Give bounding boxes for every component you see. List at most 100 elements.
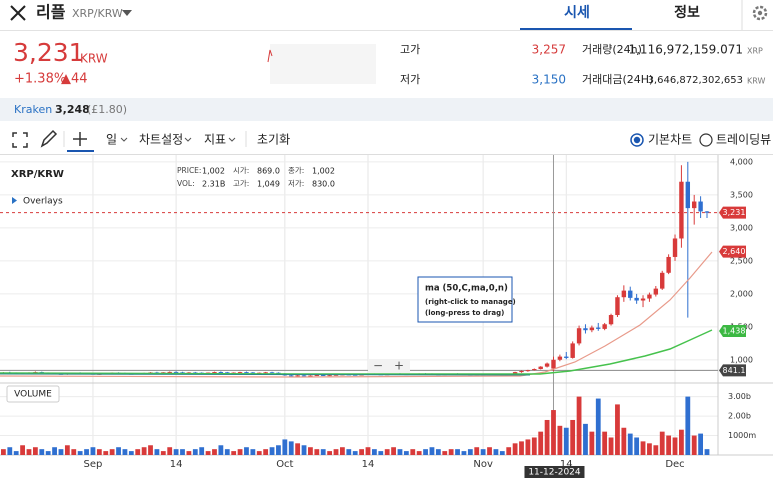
candle-body	[301, 375, 307, 377]
zoom-in[interactable]: +	[394, 359, 404, 373]
draw-icon[interactable]	[40, 129, 58, 148]
candle-body	[640, 298, 646, 301]
volume-bar	[429, 447, 435, 455]
basic-chart-option[interactable]: 기본차트	[648, 133, 692, 147]
volume-bar	[224, 449, 230, 455]
volume-bar	[288, 441, 294, 455]
crosshair-icon[interactable]	[73, 132, 87, 146]
volume-bar	[698, 433, 704, 455]
candle-body	[269, 372, 275, 374]
candle-body	[564, 356, 569, 358]
volume-bar	[474, 447, 480, 455]
pair-dropdown[interactable]	[122, 10, 132, 16]
volume-bar	[333, 449, 339, 455]
high-value: 3,257	[532, 43, 566, 57]
settings-icon[interactable]	[752, 5, 768, 21]
volume-bar	[199, 447, 205, 455]
volume-unit: XRP	[747, 47, 763, 56]
volume-bar	[672, 437, 678, 455]
price: 3,231	[13, 38, 85, 67]
indicators-menu[interactable]: 지표	[204, 133, 226, 147]
volume-bar	[371, 449, 377, 455]
volume-bar	[122, 449, 128, 455]
volume-tick-label: 3.00b	[728, 392, 751, 401]
volume-bar	[461, 451, 467, 455]
candle-body	[685, 181, 691, 209]
candle-body	[353, 374, 358, 376]
radio[interactable]	[699, 133, 713, 147]
reset-button[interactable]: 초기화	[257, 133, 290, 147]
volume-bar	[410, 449, 416, 455]
volume-bar	[160, 451, 166, 455]
candle-body	[295, 375, 300, 377]
chart: Sep14Oct14Nov14Dec1,0001,5002,0002,5003,…	[0, 155, 773, 478]
volume-bar	[173, 449, 179, 455]
candle-body	[519, 370, 524, 373]
info-label: 고가:	[233, 179, 249, 188]
volume-button[interactable]: VOLUME	[14, 390, 52, 400]
volume-bar	[32, 447, 38, 455]
volume-bar	[77, 451, 83, 455]
volume-bar	[544, 419, 550, 455]
volume-bar	[26, 449, 32, 455]
tradingview-option[interactable]: 트레이딩뷰	[716, 133, 771, 147]
volume-bar	[602, 431, 608, 455]
candle-body	[608, 315, 614, 325]
settings-menu[interactable]: 차트설정	[139, 133, 183, 147]
candle-body	[653, 288, 659, 295]
zoom-box[interactable]	[368, 359, 410, 373]
x-tick-label: Dec	[665, 459, 684, 470]
candle-body	[544, 363, 550, 367]
info-value: 869.0	[257, 167, 280, 176]
volume-bar	[634, 437, 640, 455]
tab[interactable]: 정보	[674, 4, 700, 21]
candle-body	[263, 372, 268, 374]
price-flag-label: 3,231	[723, 208, 746, 217]
candle-body	[557, 356, 563, 360]
volume-bar	[435, 449, 441, 455]
price-flag	[719, 245, 746, 258]
fullscreen-icon[interactable]	[12, 132, 28, 148]
volume-bar	[301, 445, 307, 455]
info-label: VOL:	[177, 179, 195, 188]
crosshair-label: 11-12-2024	[528, 468, 581, 478]
x-tick-label: Sep	[84, 459, 103, 470]
radio[interactable]	[630, 133, 644, 147]
candle-body	[698, 201, 703, 212]
volume-bar	[90, 447, 96, 455]
volume-bar	[391, 447, 396, 455]
price-unit: KRW	[80, 52, 108, 66]
indicator-title: ma (50,C,ma,0,n)	[425, 284, 508, 294]
volume-bar	[480, 449, 486, 455]
candle-body	[660, 272, 665, 289]
period-menu[interactable]: 일	[106, 133, 117, 147]
volume-bar	[557, 425, 563, 455]
volume-bar	[320, 449, 326, 455]
volume-bar	[45, 451, 51, 455]
volume-bar	[423, 449, 428, 455]
candle-body	[583, 328, 588, 331]
price-flag-label: 1,438	[723, 326, 746, 335]
coin-pair[interactable]: XRP/KRW	[72, 7, 123, 20]
crosshair-label-box	[524, 466, 585, 478]
low-value: 3,150	[532, 73, 566, 87]
tab[interactable]: 시세	[564, 5, 590, 21]
volume-bar	[442, 451, 448, 455]
volume-bar	[666, 435, 672, 455]
volume-button-box[interactable]	[6, 385, 60, 403]
volume-bar	[608, 437, 614, 455]
volume-bar	[212, 449, 217, 455]
volume-bar	[525, 439, 531, 455]
volume-bar	[487, 447, 492, 455]
volume-bar	[154, 449, 160, 455]
volume-bar	[218, 445, 224, 455]
exchange-name[interactable]: Kraken	[14, 103, 52, 116]
volume-bar	[20, 445, 25, 455]
candle-body	[666, 256, 671, 273]
volume-bar	[269, 447, 275, 455]
info-label: 저가:	[288, 179, 304, 188]
zoom-out[interactable]: −	[373, 359, 383, 373]
candle-body	[308, 375, 313, 377]
volume-bar	[148, 445, 153, 455]
